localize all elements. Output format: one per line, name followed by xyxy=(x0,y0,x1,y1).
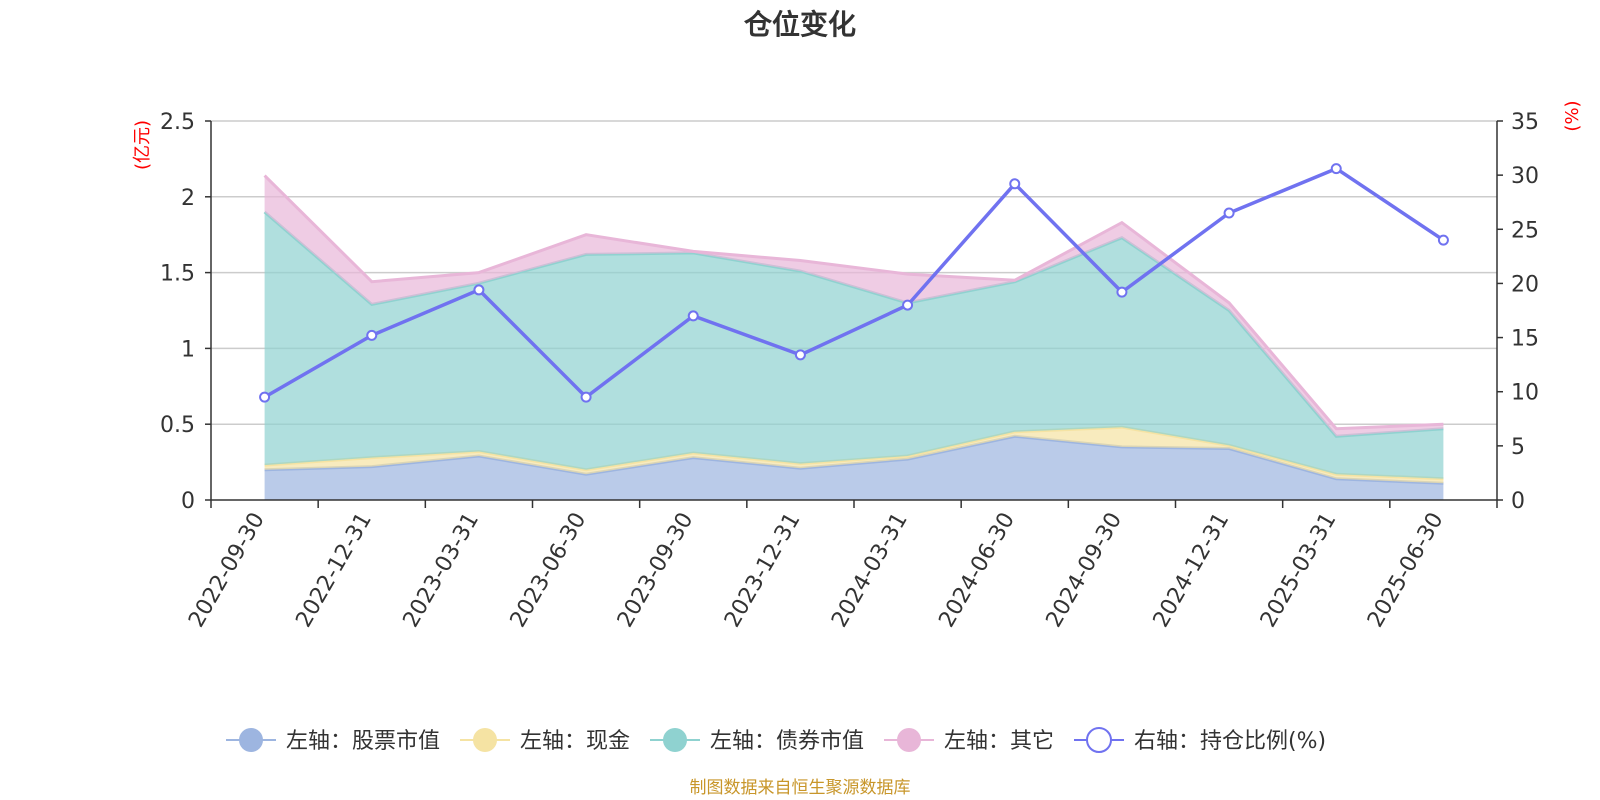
ratio-point xyxy=(366,329,378,341)
legend: 左轴：股票市值 左轴：现金 左轴：债券市值 左轴：其它 右轴：持仓比例(%) xyxy=(226,727,1326,754)
x-axis-tick-label: 2023-06-30 xyxy=(506,509,592,632)
x-axis-tick-label: 2025-06-30 xyxy=(1363,509,1449,632)
right-axis-tick-label: 5 xyxy=(1511,435,1525,460)
area-series-edge-3 xyxy=(263,174,1444,431)
x-axis-tick-label: 2024-12-31 xyxy=(1149,509,1235,632)
x-axis-tick-label: 2024-03-31 xyxy=(827,508,913,631)
right-axis-tick-label: 0 xyxy=(1511,489,1525,514)
right-axis-tick-label: 35 xyxy=(1511,110,1539,135)
legend-dot-icon xyxy=(897,728,921,752)
legend-label: 右轴：持仓比例(%) xyxy=(1134,729,1326,754)
ratio-point xyxy=(687,310,699,322)
left-axis-unit: (亿元) xyxy=(132,120,153,170)
x-axis-tick-label: 2022-12-31 xyxy=(291,509,377,632)
legend-item: 左轴：现金 xyxy=(460,728,630,754)
x-axis-tick-label: 2023-12-31 xyxy=(720,509,806,632)
x-axis-tick-label: 2024-06-30 xyxy=(934,509,1020,632)
ratio-point xyxy=(473,284,485,296)
ratio-point xyxy=(794,349,806,361)
ratio-point xyxy=(1330,163,1342,175)
ratio-line xyxy=(259,163,1449,403)
area-series-2 xyxy=(264,212,1444,479)
data-source-note: 制图数据来自恒生聚源数据库 xyxy=(690,778,911,798)
chart-title: 仓位变化 xyxy=(744,8,856,41)
ratio-point xyxy=(1116,286,1128,298)
x-axis-tick-label: 2022-09-30 xyxy=(184,509,270,632)
x-axis-tick-label: 2024-09-30 xyxy=(1042,509,1128,632)
right-axis-tick-label: 15 xyxy=(1511,327,1539,352)
left-axis-tick-label: 0.5 xyxy=(160,413,195,438)
legend-dot-icon xyxy=(473,728,497,752)
x-axis-tick-label: 2025-03-31 xyxy=(1256,509,1342,632)
right-axis-tick-label: 10 xyxy=(1511,381,1539,406)
area-series-0 xyxy=(264,436,1444,500)
x-axis-tick-label: 2023-09-30 xyxy=(613,509,699,632)
legend-item: 左轴：股票市值 xyxy=(226,728,440,754)
legend-dot-icon xyxy=(663,728,687,752)
left-axis-tick-label: 2 xyxy=(181,186,195,211)
legend-label: 左轴：债券市值 xyxy=(710,729,864,754)
ratio-point xyxy=(1223,207,1235,219)
legend-label: 左轴：其它 xyxy=(944,729,1054,754)
left-axis-tick-label: 1 xyxy=(181,337,195,362)
legend-item: 左轴：债券市值 xyxy=(650,728,864,754)
ratio-point xyxy=(1009,178,1021,190)
right-axis-tick-label: 20 xyxy=(1511,272,1539,297)
ratio-point xyxy=(259,391,271,403)
right-axis-tick-label: 30 xyxy=(1511,164,1539,189)
legend-label: 左轴：现金 xyxy=(520,729,630,754)
ratio-point xyxy=(580,391,592,403)
right-axis-tick-label: 25 xyxy=(1511,218,1539,243)
left-axis-tick-label: 2.5 xyxy=(160,110,195,135)
ratio-line-path xyxy=(263,166,1445,399)
left-axis-tick-label: 1.5 xyxy=(160,262,195,287)
legend-item: 左轴：其它 xyxy=(884,728,1054,754)
legend-dot-icon xyxy=(239,728,263,752)
area-series-1 xyxy=(264,427,1444,484)
legend-item: 右轴：持仓比例(%) xyxy=(1074,727,1326,754)
x-axis-tick-label: 2023-03-31 xyxy=(399,508,485,631)
ratio-point xyxy=(902,299,914,311)
stacked-areas xyxy=(263,174,1444,500)
ratio-point xyxy=(1437,234,1449,246)
right-axis-unit: (%) xyxy=(1562,100,1583,131)
legend-label: 左轴：股票市值 xyxy=(286,729,440,754)
legend-circle-icon xyxy=(1086,727,1112,753)
left-axis-tick-label: 0 xyxy=(181,489,195,514)
